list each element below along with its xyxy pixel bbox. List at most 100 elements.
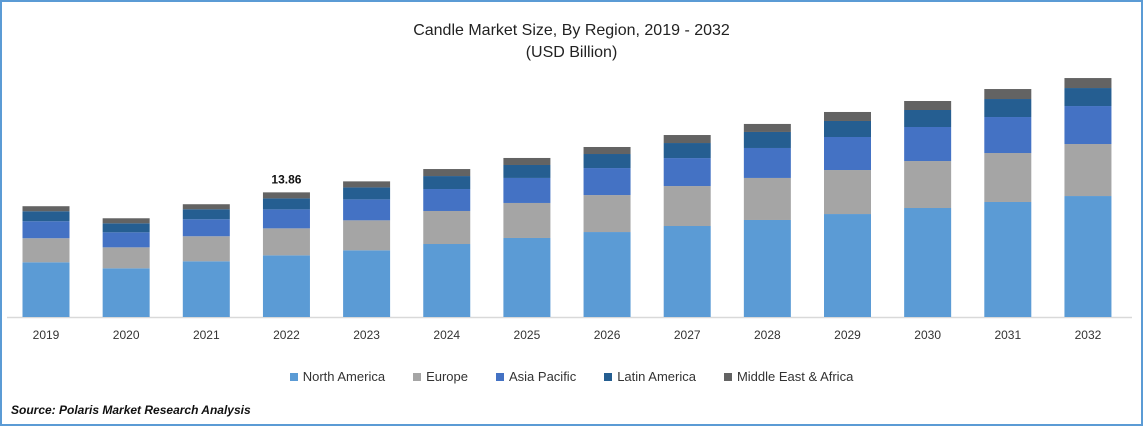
bar-segment-asia-pacific-2031 xyxy=(984,117,1032,154)
bar-segment-asia-pacific-2022 xyxy=(262,209,310,229)
chart-subtitle: (USD Billion) xyxy=(525,44,618,61)
bar-segment-latin-america-2032 xyxy=(1064,88,1112,107)
bar-segment-latin-america-2023 xyxy=(343,187,391,200)
bar-segment-middle-east-africa-2024 xyxy=(423,169,471,177)
data-label: 13.86 xyxy=(271,172,301,186)
bar-segment-middle-east-africa-2031 xyxy=(984,89,1032,100)
bar-segment-asia-pacific-2023 xyxy=(343,199,391,221)
stacked-bar-chart: 2019 2020 2021 2022 13.86 2023 2024 2025 2026 202… xyxy=(7,78,1132,342)
x-tick-label: 2021 xyxy=(193,328,220,342)
bar-segment-north-america-2032 xyxy=(1064,196,1112,317)
bar-segment-north-america-2031 xyxy=(984,201,1032,317)
bar-segment-asia-pacific-2021 xyxy=(182,219,230,237)
bar-segment-asia-pacific-2028 xyxy=(743,147,791,178)
bar-segment-asia-pacific-2024 xyxy=(423,189,471,211)
x-tick-label: 2020 xyxy=(113,328,140,342)
bar-segment-latin-america-2021 xyxy=(182,209,230,220)
source-note: Source: Polaris Market Research Analysis xyxy=(11,403,251,417)
x-tick-label: 2030 xyxy=(914,328,941,342)
bar-segment-latin-america-2030 xyxy=(904,110,952,128)
bar-segment-north-america-2027 xyxy=(663,226,711,317)
x-tick-label: 2022 xyxy=(273,328,300,342)
bar-segment-europe-2032 xyxy=(1064,144,1112,197)
legend-swatch xyxy=(604,372,613,381)
bar-segment-middle-east-africa-2030 xyxy=(904,101,952,110)
x-tick-label: 2028 xyxy=(754,328,781,342)
bar-segment-latin-america-2025 xyxy=(503,164,551,178)
bar-segment-latin-america-2022 xyxy=(262,198,310,210)
bar-segment-north-america-2025 xyxy=(503,237,551,317)
legend-item: Middle East & Africa xyxy=(723,369,854,384)
legend-item: Latin America xyxy=(604,369,696,384)
bar-segment-latin-america-2026 xyxy=(583,154,631,169)
legend-item: North America xyxy=(289,369,386,384)
bar-segment-latin-america-2024 xyxy=(423,176,471,190)
bar-segment-north-america-2028 xyxy=(743,219,791,317)
bar-segment-north-america-2023 xyxy=(343,250,391,317)
bar-segment-europe-2028 xyxy=(743,177,791,220)
bar-segment-middle-east-africa-2021 xyxy=(182,204,230,210)
legend: North America Europe Asia Pacific Latin Ame… xyxy=(2,369,1141,384)
bar-segment-north-america-2030 xyxy=(904,208,952,317)
bar-segment-asia-pacific-2027 xyxy=(663,158,711,187)
bar-segment-europe-2019 xyxy=(22,238,70,263)
bar-segment-middle-east-africa-2026 xyxy=(583,146,631,155)
bar-segment-europe-2031 xyxy=(984,153,1032,202)
bar-segment-middle-east-africa-2020 xyxy=(102,218,150,224)
chart-title-block: Candle Market Size, By Region, 2019 - 20… xyxy=(2,20,1141,64)
bar-segment-asia-pacific-2030 xyxy=(904,127,952,162)
bar-segment-middle-east-africa-2029 xyxy=(824,111,871,121)
bar-segment-north-america-2020 xyxy=(102,268,150,317)
x-tick-label: 2024 xyxy=(433,328,460,342)
bar-segment-europe-2024 xyxy=(423,210,471,245)
bar-segment-latin-america-2028 xyxy=(743,131,791,148)
bar-segment-north-america-2024 xyxy=(423,244,471,317)
x-tick-label: 2023 xyxy=(353,328,380,342)
x-tick-label: 2032 xyxy=(1075,328,1102,342)
bar-segment-asia-pacific-2032 xyxy=(1064,106,1112,145)
legend-item: Asia Pacific xyxy=(496,369,576,384)
bar-segment-middle-east-africa-2027 xyxy=(663,135,711,144)
x-tick-label: 2019 xyxy=(33,328,60,342)
bar-segment-latin-america-2027 xyxy=(663,143,711,159)
legend-swatch xyxy=(496,372,504,381)
x-tick-label: 2029 xyxy=(834,328,861,342)
bar-segment-middle-east-africa-2032 xyxy=(1064,78,1112,89)
x-tick-label: 2027 xyxy=(674,328,701,342)
bar-segment-north-america-2021 xyxy=(182,261,230,317)
legend-label: North America xyxy=(302,369,386,384)
bar-segment-north-america-2029 xyxy=(824,214,871,317)
chart-title: Candle Market Size, By Region, 2019 - 20… xyxy=(413,22,730,39)
legend-label: Latin America xyxy=(617,369,696,384)
bar-segment-latin-america-2020 xyxy=(102,223,150,233)
bar-segment-europe-2030 xyxy=(904,161,952,209)
bar-segment-north-america-2019 xyxy=(22,262,70,317)
bar-segment-europe-2022 xyxy=(262,228,310,256)
bar-segment-latin-america-2019 xyxy=(22,211,70,222)
legend-swatch xyxy=(289,372,298,381)
bar-segment-asia-pacific-2025 xyxy=(503,177,551,203)
bar-segment-europe-2027 xyxy=(663,186,711,227)
bar-segment-middle-east-africa-2023 xyxy=(343,181,391,188)
bar-segment-europe-2021 xyxy=(182,236,230,262)
bar-segment-middle-east-africa-2025 xyxy=(503,157,551,165)
bar-segment-latin-america-2031 xyxy=(984,99,1032,118)
bar-segment-europe-2020 xyxy=(102,247,150,269)
legend-swatch xyxy=(723,372,732,381)
legend-label: Asia Pacific xyxy=(509,369,577,384)
legend-label: Middle East & Africa xyxy=(736,369,854,384)
legend-item: Europe xyxy=(413,369,468,384)
bar-segment-asia-pacific-2020 xyxy=(102,232,150,248)
x-tick-label: 2025 xyxy=(514,328,541,342)
bar-segment-middle-east-africa-2028 xyxy=(743,123,791,132)
bar-segment-latin-america-2029 xyxy=(824,120,871,137)
bar-segment-north-america-2022 xyxy=(262,255,310,317)
bar-segment-asia-pacific-2029 xyxy=(824,137,871,171)
legend-swatch xyxy=(413,372,422,381)
bar-segment-asia-pacific-2019 xyxy=(22,221,70,239)
bar-segment-europe-2026 xyxy=(583,195,631,233)
x-tick-label: 2026 xyxy=(594,328,621,342)
x-tick-label: 2031 xyxy=(994,328,1021,342)
legend-label: Europe xyxy=(426,369,468,384)
